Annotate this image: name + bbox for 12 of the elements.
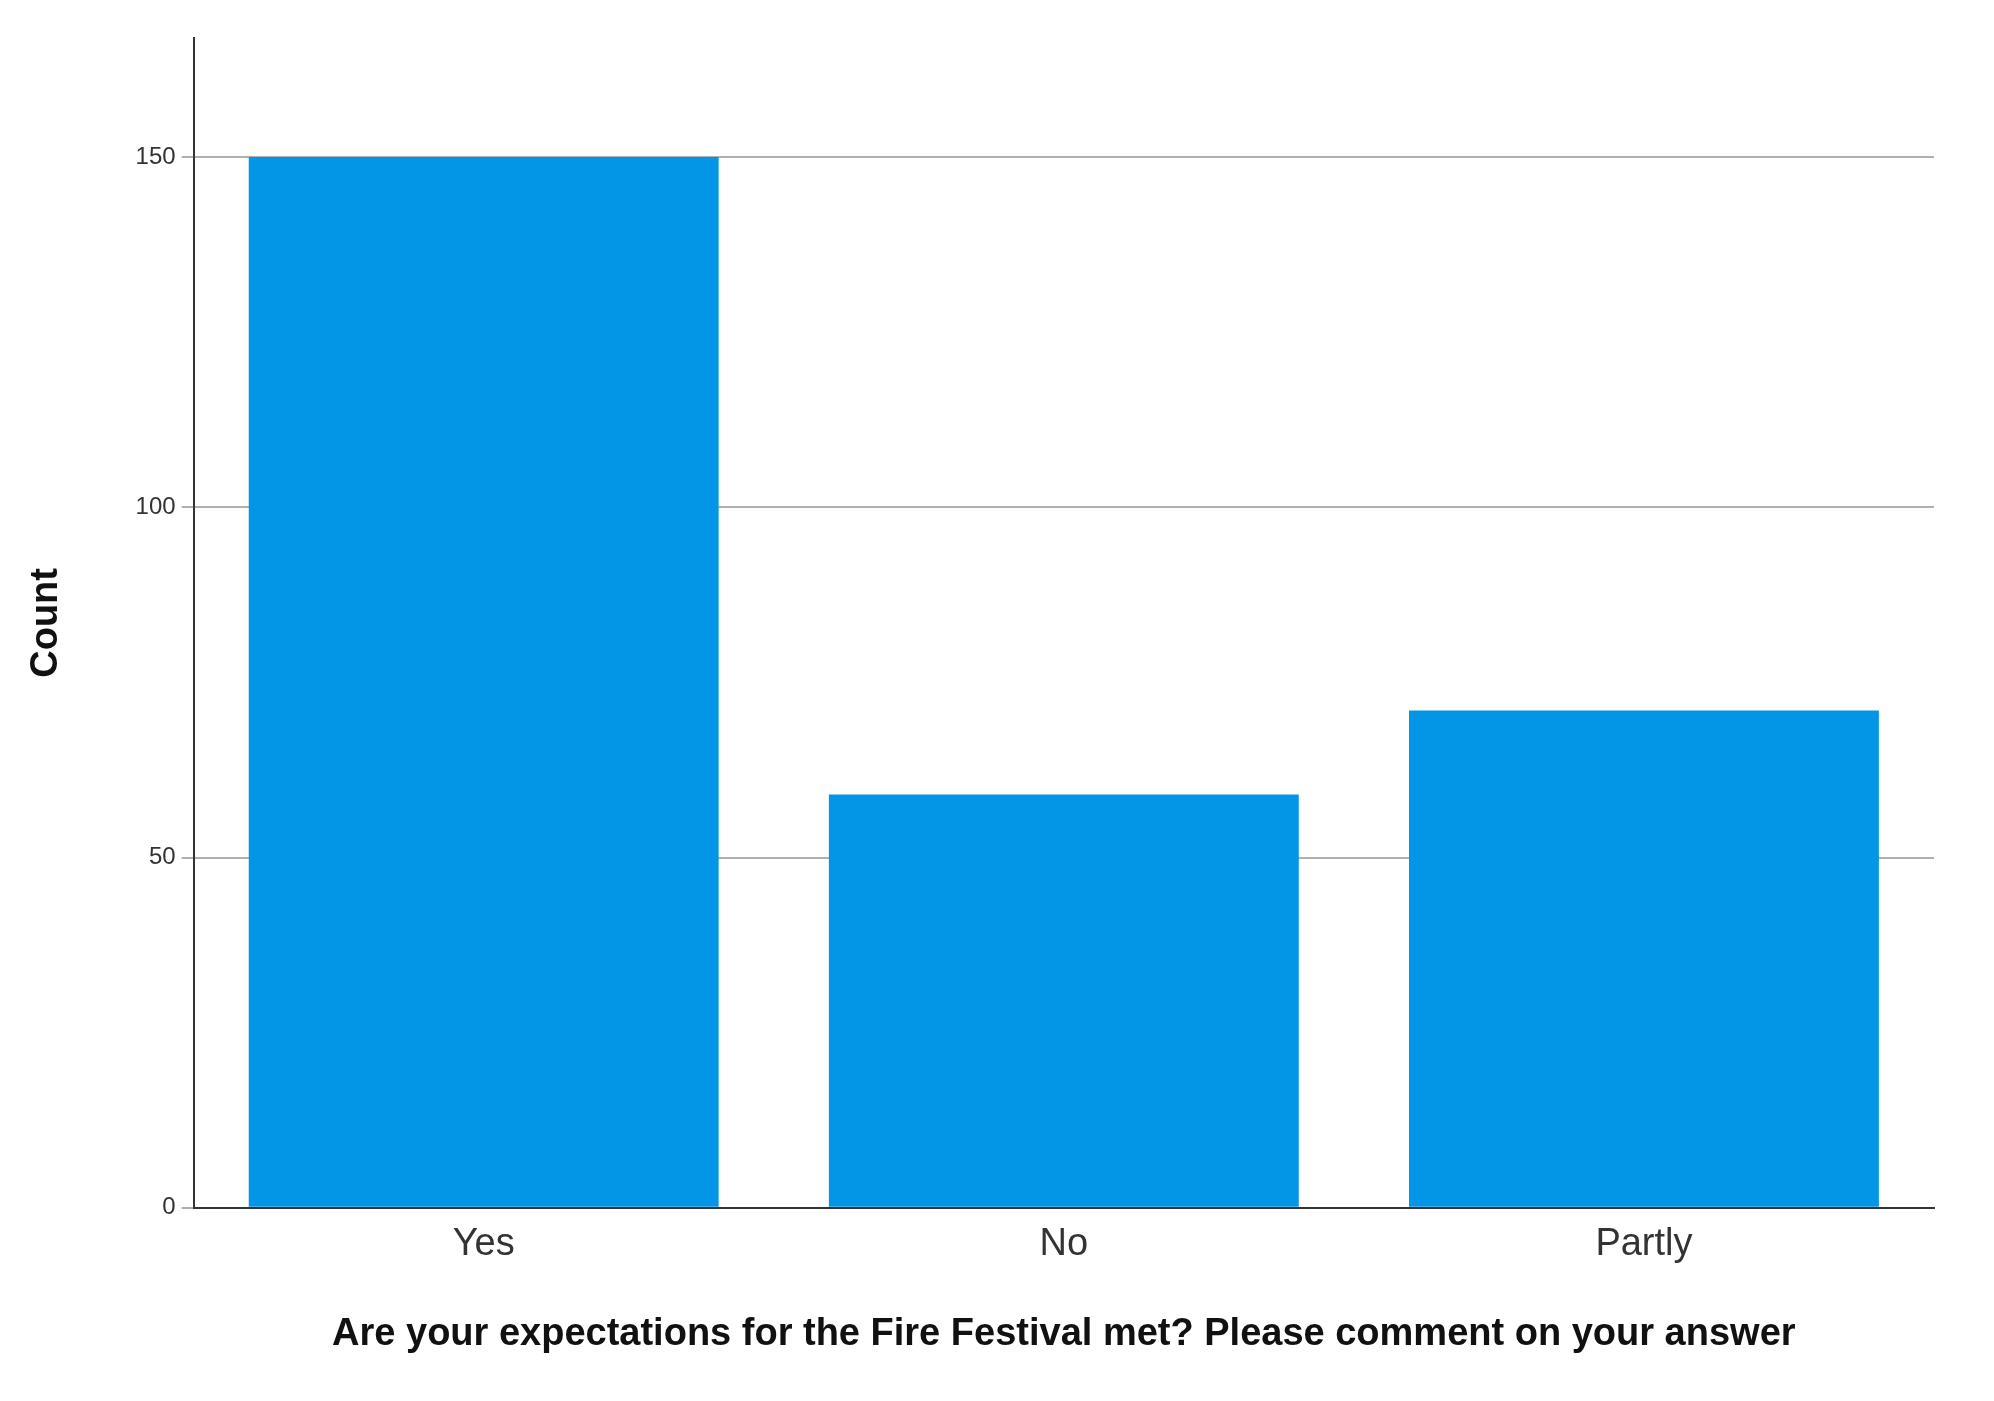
bar (828, 794, 1299, 1207)
x-tick-label: No (1039, 1221, 1089, 1264)
y-tick-label: 150 (135, 141, 176, 169)
y-tick-label: 50 (148, 842, 176, 870)
y-axis-title: Count (23, 567, 66, 678)
y-tick-label: 100 (135, 491, 176, 519)
y-tick-label: 0 (162, 1192, 176, 1220)
bar (248, 157, 719, 1207)
x-axis-title: Are your expectations for the Fire Festival met? Please comment on your answer (332, 1310, 1796, 1353)
x-tick-label: Yes (452, 1221, 515, 1264)
x-tick-label: Partly (1595, 1221, 1693, 1264)
bar (1408, 710, 1879, 1207)
